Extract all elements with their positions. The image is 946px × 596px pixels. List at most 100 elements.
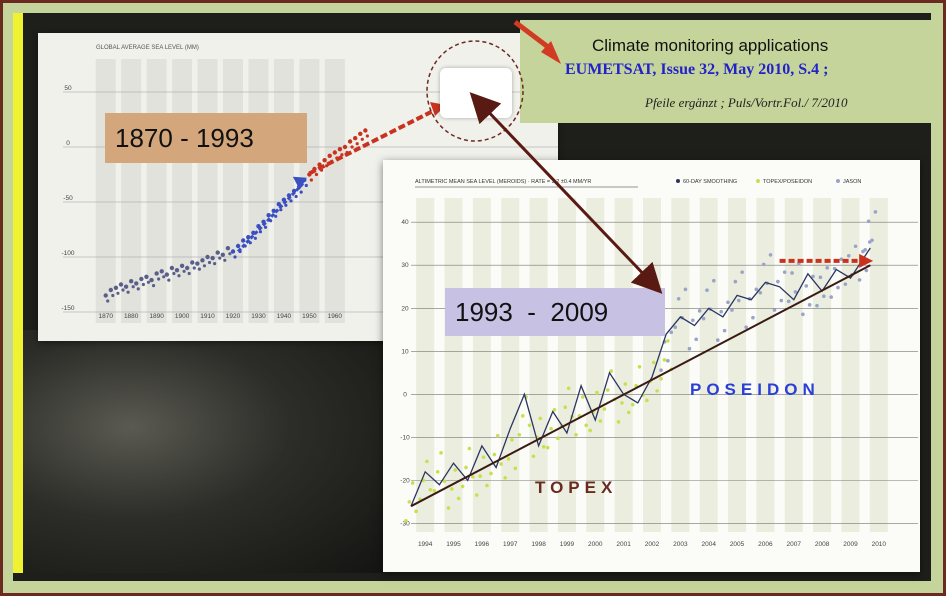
chart2-y-tick-label: 10 — [401, 348, 409, 355]
chart2-topex-point — [626, 410, 631, 415]
chart2-jason-point — [822, 294, 826, 299]
chart2-legend-label: TOPEX/POSEIDON — [763, 179, 812, 185]
chart2-jason-point — [866, 219, 871, 224]
chart1-blue-trend-arrow — [237, 181, 306, 253]
chart1-data-point-scatter — [223, 258, 227, 262]
chart2-topex-point — [666, 339, 670, 343]
chart2-column-band — [841, 198, 860, 532]
chart1-data-point-scatter — [116, 291, 120, 295]
chart2-jason-point — [694, 337, 699, 342]
chart2-jason-point — [687, 346, 692, 351]
chart1-x-tick-label: 1880 — [124, 313, 139, 320]
chart1-data-point — [184, 265, 190, 271]
chart2-legend-marker — [756, 179, 760, 183]
chart2-jason-point — [804, 284, 809, 288]
chart2-topex-point — [492, 452, 497, 457]
chart1-data-point-scatter — [233, 255, 237, 259]
chart2-x-tick-label: 1996 — [475, 541, 490, 548]
chart2-jason-point — [863, 247, 868, 252]
chart1-data-point — [113, 285, 119, 290]
citation-source-link[interactable]: EUMETSAT, Issue 32, May 2010, S.4 ; — [565, 61, 829, 78]
chart1-column-band — [248, 59, 269, 323]
chart2-topex-point — [566, 386, 571, 391]
chart1-data-point — [200, 258, 205, 263]
chart2-jason-point — [793, 290, 798, 294]
chart2-topex-point — [450, 487, 454, 491]
chart1-data-point — [347, 139, 353, 144]
chart2-topex-point — [428, 488, 433, 492]
chart1-data-point-scatter — [299, 190, 303, 194]
chart1-y-tick-label: -50 — [63, 195, 73, 202]
chart2-jason-point — [659, 368, 663, 373]
chart2-topex-point — [620, 401, 624, 405]
chart2-x-tick-label: 2009 — [843, 541, 858, 548]
topex-label: TOPEX — [535, 478, 618, 497]
chart1-title: GLOBAL AVERAGE SEA LEVEL (MM) — [96, 45, 199, 51]
chart1-data-point-scatter — [141, 282, 145, 287]
chart2-jason-point — [740, 270, 744, 274]
period-label-1993-2009: 1993 - 2009 — [445, 288, 665, 336]
altimetry-chart-panel: ALTIMETRIC MEAN SEA LEVEL (MEROIDS) · RA… — [383, 160, 920, 572]
chart1-data-point — [128, 279, 134, 284]
chart2-topex-point — [602, 407, 607, 411]
chart2-topex-point — [478, 474, 482, 478]
chart2-jason-point — [736, 298, 741, 303]
chart2-jason-point — [790, 271, 794, 275]
chart1-data-point — [246, 235, 251, 240]
chart2-topex-point — [609, 369, 613, 373]
chart2-jason-point — [776, 279, 780, 284]
highlight-white-box — [440, 68, 512, 118]
chart2-y-tick-label: 0 — [403, 391, 407, 398]
chart2-jason-point — [782, 270, 787, 274]
chart1-column-band — [95, 59, 116, 323]
citation-title: Climate monitoring applications — [592, 36, 829, 55]
chart2-x-tick-label: 2002 — [645, 541, 660, 548]
chart1-data-point — [230, 249, 236, 254]
chart1-data-point-scatter — [284, 203, 288, 207]
chart2-topex-point — [435, 469, 440, 474]
chart2-topex-point — [503, 475, 507, 480]
chart2-jason-point — [719, 309, 723, 314]
chart2-x-tick-label: 1997 — [503, 541, 518, 548]
chart1-data-point — [134, 281, 139, 286]
chart2-topex-point — [623, 382, 628, 386]
chart2-topex-point — [439, 451, 443, 455]
chart2-jason-point — [853, 244, 858, 249]
chart1-data-point-scatter — [197, 267, 201, 271]
chart1-data-point-scatter — [289, 199, 293, 203]
chart1-data-point — [352, 136, 358, 141]
chart2-topex-point — [410, 481, 415, 485]
chart1-data-point-scatter — [365, 134, 369, 138]
chart2-topex-point — [442, 479, 447, 484]
chart1-data-point-scatter — [253, 236, 257, 240]
chart1-data-point — [144, 274, 149, 279]
chart1-data-point-scatter — [213, 262, 217, 266]
chart2-topex-point — [556, 436, 560, 441]
chart1-x-tick-label: 1890 — [149, 313, 164, 320]
chart1-data-point-scatter — [304, 183, 308, 188]
chart2-topex-point — [471, 475, 475, 479]
chart1-data-point — [225, 246, 231, 251]
chart1-data-point — [179, 263, 185, 268]
chart1-red-extension-arrow — [308, 109, 434, 176]
chart2-topex-point — [506, 457, 511, 461]
chart1-data-point — [103, 293, 108, 298]
chart1-x-tick-label: 1870 — [98, 313, 113, 320]
chart1-x-tick-label: 1920 — [226, 313, 241, 320]
chart2-jason-point — [870, 238, 874, 243]
altimetric-sea-level-chart: ALTIMETRIC MEAN SEA LEVEL (MEROIDS) · RA… — [400, 179, 918, 548]
chart1-y-tick-label: -100 — [61, 250, 74, 257]
chart2-topex-point — [574, 432, 578, 437]
chart2-column-band — [728, 198, 747, 532]
chart2-jason-point — [754, 287, 759, 292]
chart1-data-point-scatter — [136, 287, 140, 291]
chart1-data-point-scatter — [207, 260, 212, 265]
chart2-jason-point — [829, 295, 833, 299]
chart2-x-tick-label: 2003 — [673, 541, 688, 548]
chart2-topex-point — [467, 446, 472, 451]
chart2-topex-point — [414, 509, 418, 514]
chart2-column-band — [416, 198, 435, 532]
chart2-x-tick-label: 2004 — [701, 541, 716, 548]
chart2-y-tick-label: -30 — [400, 520, 410, 527]
chart1-data-point-scatter — [279, 208, 283, 212]
